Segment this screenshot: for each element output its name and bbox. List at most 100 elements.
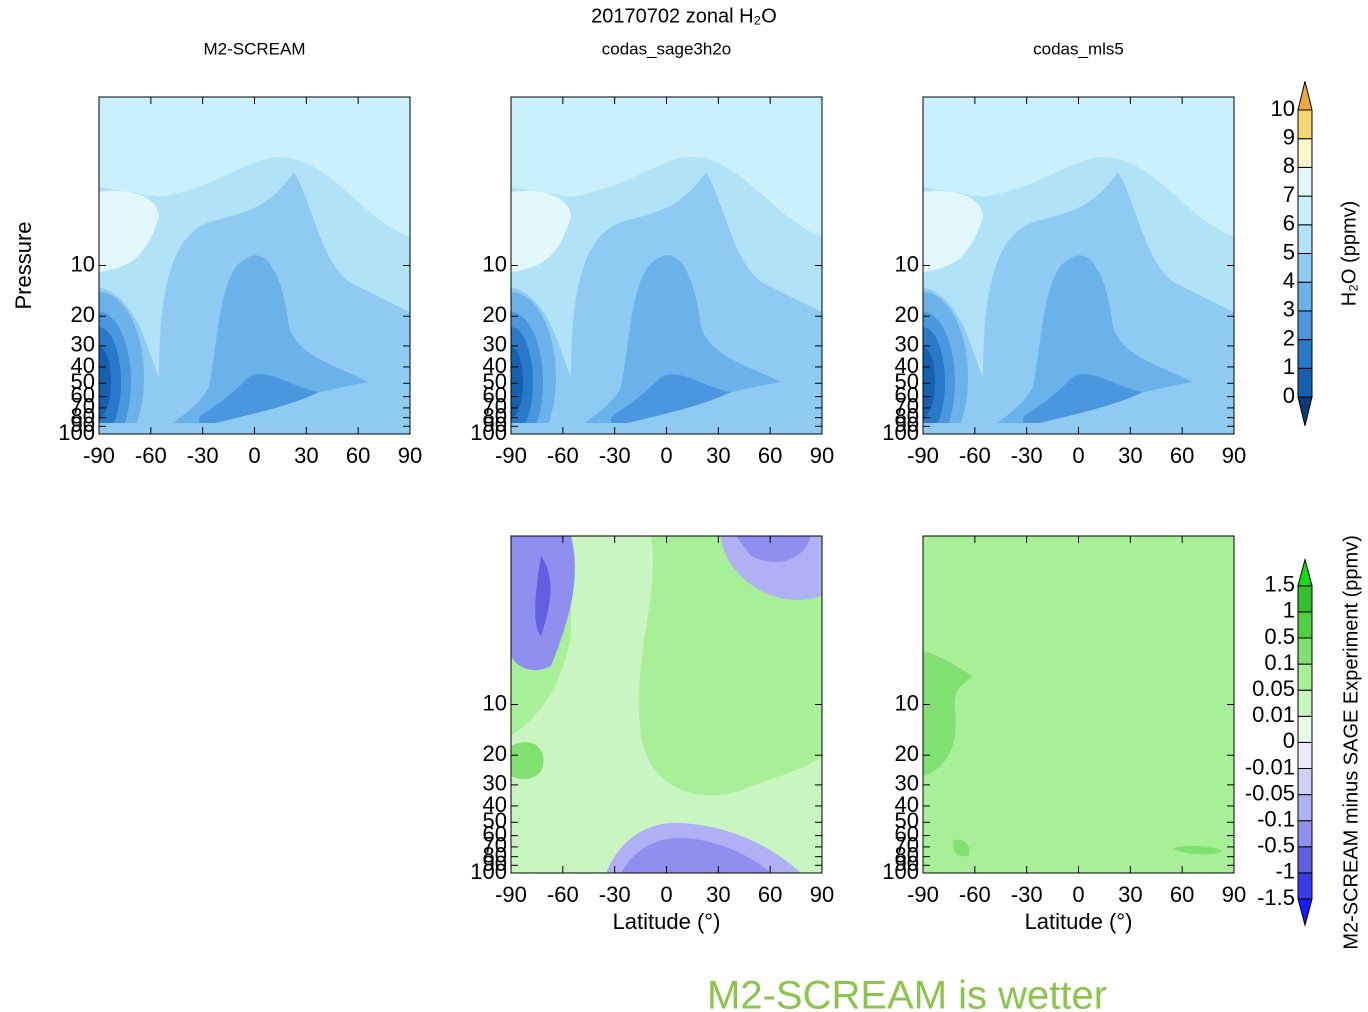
y-tick-label: 30 <box>71 332 95 357</box>
colorbar-box <box>1297 109 1313 140</box>
y-tick-label: 70 <box>71 394 95 419</box>
colorbar-box <box>1297 611 1313 639</box>
x-tick-label: 90 <box>810 882 834 907</box>
contour-field <box>878 97 1234 462</box>
colorbar-extend <box>1297 557 1313 587</box>
colorbar-tick-label: 1.5 <box>1264 572 1295 597</box>
y-tick-label: 60 <box>895 821 919 846</box>
colorbar-tick-label: 2 <box>1283 325 1295 350</box>
colorbar-box <box>1297 637 1313 665</box>
colorbar-tick-label: 0.01 <box>1252 702 1295 727</box>
y-tick-label: 80 <box>895 842 919 867</box>
y-tick-label: 10 <box>895 251 919 276</box>
y-tick-label: 60 <box>483 382 507 407</box>
y-tick-label: 90 <box>895 851 919 876</box>
x-tick-label: 60 <box>758 882 782 907</box>
y-tick-label: 100 <box>882 420 919 445</box>
colorbar-box <box>1297 689 1313 717</box>
colorbar-tick-label: -0.5 <box>1257 833 1295 858</box>
colorbar-box <box>1297 253 1313 283</box>
x-tick-label: -90 <box>495 443 527 468</box>
colorbar-tick-label: 10 <box>1271 96 1295 121</box>
y-tick-label: 40 <box>895 792 919 817</box>
colorbar-tick-label: -1 <box>1275 859 1295 884</box>
x-axis-label: Latitude (°) <box>1025 909 1133 934</box>
colorbar-tick-label: 5 <box>1283 239 1295 264</box>
x-tick-label: 0 <box>1072 882 1084 907</box>
colorbar-tick-label: 9 <box>1283 125 1295 150</box>
colorbar-tick-label: 7 <box>1283 182 1295 207</box>
y-tick-label: 80 <box>483 403 507 428</box>
colorbar-tick-label: 4 <box>1283 268 1295 293</box>
colorbar-tick-label: 0 <box>1283 383 1295 408</box>
contour-field <box>511 536 822 873</box>
y-tick-label: 50 <box>483 369 507 394</box>
y-tick-label: 100 <box>470 420 507 445</box>
x-tick-label: 30 <box>706 443 730 468</box>
colorbar-box <box>1297 585 1313 613</box>
x-tick-label: 0 <box>1072 443 1084 468</box>
y-tick-label: 20 <box>483 741 507 766</box>
colorbar-box <box>1297 768 1313 796</box>
y-tick-label: 80 <box>895 403 919 428</box>
x-tick-label: -60 <box>959 443 991 468</box>
colorbar-label: H₂O (ppmv) <box>1338 201 1360 307</box>
colorbar-box <box>1297 281 1313 312</box>
y-tick-label: 100 <box>882 859 919 884</box>
x-tick-label: -90 <box>907 443 939 468</box>
colorbar-box <box>1297 367 1313 398</box>
y-tick-label: 20 <box>895 302 919 327</box>
x-tick-label: 0 <box>660 443 672 468</box>
x-tick-label: 60 <box>346 443 370 468</box>
x-tick-label: -30 <box>187 443 219 468</box>
y-tick-label: 60 <box>483 821 507 846</box>
colorbar-box <box>1297 846 1313 874</box>
y-tick-label: 40 <box>895 353 919 378</box>
x-tick-label: -90 <box>907 882 939 907</box>
colorbar-tick-label: 0 <box>1283 728 1295 753</box>
x-tick-label: 60 <box>1170 882 1194 907</box>
colorbar-tick-label: 1 <box>1283 598 1295 623</box>
x-tick-label: -30 <box>1011 443 1043 468</box>
y-tick-label: 90 <box>483 412 507 437</box>
colorbar-tick-label: 3 <box>1283 297 1295 322</box>
x-tick-label: 30 <box>706 882 730 907</box>
y-tick-label: 20 <box>71 302 95 327</box>
panel-title: codas_sage3h2o <box>602 39 732 58</box>
y-tick-label: 70 <box>483 833 507 858</box>
x-tick-label: 60 <box>758 443 782 468</box>
x-tick-label: 30 <box>1118 882 1142 907</box>
colorbar-box <box>1297 820 1313 848</box>
colorbar-box <box>1297 166 1313 197</box>
y-tick-label: 50 <box>71 369 95 394</box>
colorbar-box <box>1297 715 1313 743</box>
y-tick-label: 70 <box>895 394 919 419</box>
colorbar-tick-label: 0.5 <box>1264 624 1295 649</box>
colorbar-box <box>1297 741 1313 770</box>
y-tick-label: 80 <box>71 403 95 428</box>
colorbar-tick-label: -1.5 <box>1257 885 1295 910</box>
x-tick-label: 30 <box>294 443 318 468</box>
colorbar-box <box>1297 195 1313 226</box>
colorbar-tick-label: 6 <box>1283 211 1295 236</box>
annotation: M2-SCREAM is wetter <box>707 974 1107 1012</box>
x-tick-label: -90 <box>83 443 115 468</box>
x-tick-label: -60 <box>135 443 167 468</box>
x-tick-label: 90 <box>398 443 422 468</box>
y-tick-label: 30 <box>895 332 919 357</box>
contour-field <box>923 536 1234 873</box>
x-tick-label: -60 <box>959 882 991 907</box>
colorbar-box <box>1297 224 1313 255</box>
x-tick-label: 90 <box>1222 882 1246 907</box>
y-tick-label: 90 <box>483 851 507 876</box>
colorbar-box <box>1297 663 1313 691</box>
y-axis-label: Pressure <box>11 221 36 309</box>
colorbar-box <box>1297 872 1313 900</box>
y-tick-label: 50 <box>895 369 919 394</box>
y-tick-label: 100 <box>58 420 95 445</box>
x-tick-label: -30 <box>1011 882 1043 907</box>
x-tick-label: -60 <box>547 882 579 907</box>
colorbar-tick-label: -0.05 <box>1245 780 1295 805</box>
y-tick-label: 90 <box>895 412 919 437</box>
